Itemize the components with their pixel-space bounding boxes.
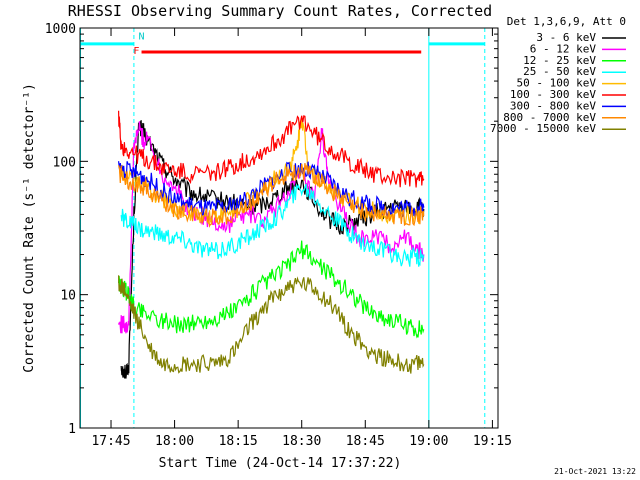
x-tick-label: 18:45 <box>346 434 385 449</box>
series-line <box>118 163 425 228</box>
y-tick-label: 10 <box>60 289 76 304</box>
series-line <box>118 121 425 334</box>
legend-entry-label: 12 - 25 keV <box>523 54 596 67</box>
legend-entry-label: 100 - 300 keV <box>510 88 596 101</box>
legend-entry-label: 7000 - 15000 keV <box>490 122 596 135</box>
x-tick-label: 18:15 <box>219 434 258 449</box>
x-axis-label: Start Time (24-Oct-14 17:37:22) <box>159 456 402 471</box>
legend-entry-label: 6 - 12 keV <box>530 42 597 55</box>
plot-area: FN <box>80 28 486 428</box>
series-line <box>118 161 425 219</box>
annotation-label: N <box>139 31 145 42</box>
plot-frame <box>79 27 499 429</box>
series-line <box>118 110 425 188</box>
x-tick-label: 18:00 <box>155 434 194 449</box>
x-tick-label: 19:00 <box>409 434 448 449</box>
x-axis: 17:45 18:00 18:15 18:30 18:45 19:00 19:15 <box>91 28 512 449</box>
timestamp: 21-Oct-2021 13:22 <box>554 467 636 476</box>
y-tick-label: 1 <box>68 422 76 437</box>
y-axis-label: Corrected Count Rate (s⁻¹ detector⁻¹) <box>22 83 37 373</box>
legend-entry-label: 300 - 800 keV <box>510 99 596 112</box>
series-line <box>118 275 425 374</box>
series-line <box>120 183 425 267</box>
x-tick-label: 18:30 <box>282 434 321 449</box>
y-tick-label: 1000 <box>45 22 76 37</box>
x-tick-label: 17:45 <box>91 434 130 449</box>
legend-entry-label: 3 - 6 keV <box>536 31 596 44</box>
legend-entry-label: 25 - 50 keV <box>523 65 596 78</box>
legend-header: Det 1,3,6,9, Att 0 <box>507 15 626 28</box>
series-line <box>118 240 425 339</box>
legend-entry-label: 50 - 100 keV <box>517 77 597 90</box>
y-tick-label: 100 <box>53 155 76 170</box>
legend-entry-label: 800 - 7000 keV <box>503 111 596 124</box>
x-tick-label: 19:15 <box>473 434 512 449</box>
y-axis: 1 10 100 1000 <box>45 22 498 437</box>
annotation-label: F <box>133 46 139 57</box>
chart-title: RHESSI Observing Summary Count Rates, Co… <box>68 2 492 20</box>
